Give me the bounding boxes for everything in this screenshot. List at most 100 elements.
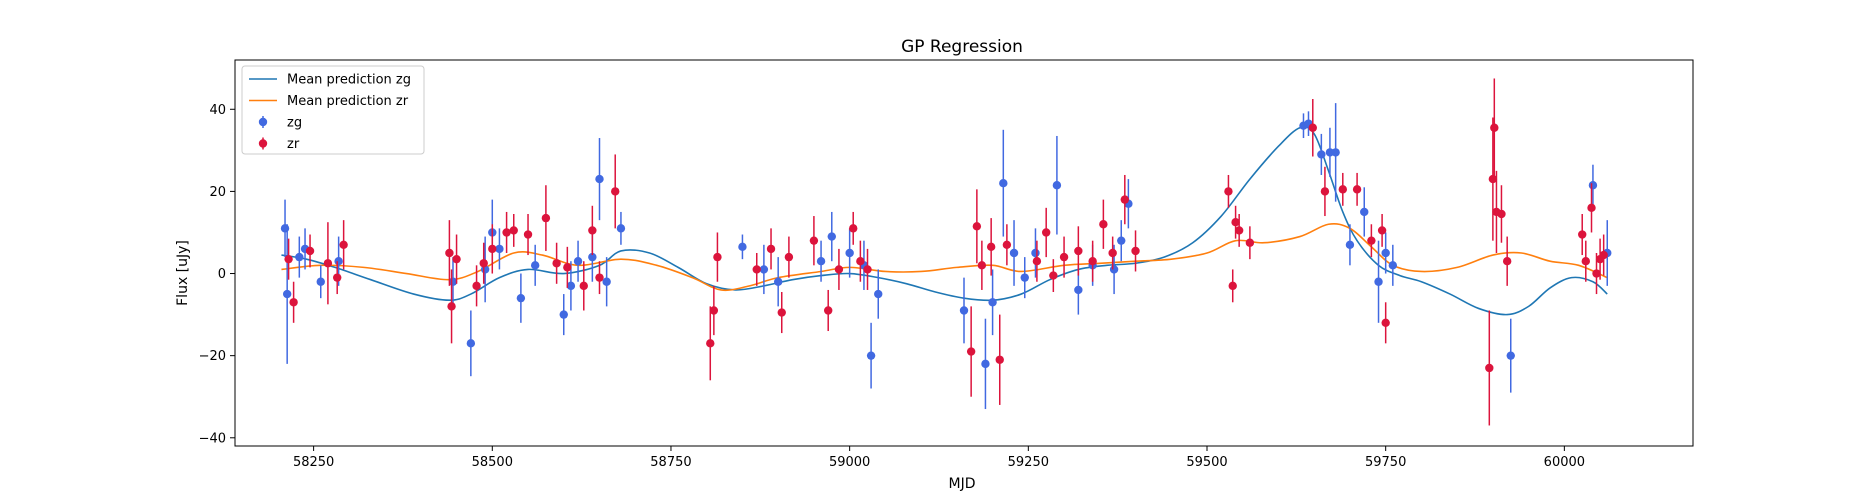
zr-point bbox=[835, 265, 843, 273]
zg-point bbox=[283, 290, 291, 298]
legend-label: Mean prediction zg bbox=[287, 73, 411, 88]
zg-point bbox=[1374, 278, 1382, 286]
zr-point bbox=[524, 230, 532, 238]
zr-point bbox=[1587, 204, 1595, 212]
zr-point bbox=[1485, 364, 1493, 372]
zr-point bbox=[713, 253, 721, 261]
zr-point bbox=[333, 273, 341, 281]
y-tick-label: 40 bbox=[209, 103, 226, 118]
zr-point bbox=[339, 241, 347, 249]
zg-point bbox=[1110, 265, 1118, 273]
zr-point bbox=[1578, 230, 1586, 238]
zg-point bbox=[1010, 249, 1018, 257]
zr-point bbox=[1378, 226, 1386, 234]
plot-area bbox=[235, 60, 1693, 446]
x-tick-label: 59750 bbox=[1365, 455, 1406, 470]
y-tick-label: −40 bbox=[199, 431, 226, 446]
zr-point bbox=[973, 222, 981, 230]
legend-label: zr bbox=[287, 137, 300, 152]
zg-point bbox=[845, 249, 853, 257]
x-tick-label: 60000 bbox=[1544, 455, 1585, 470]
zg-point bbox=[560, 310, 568, 318]
zg-point bbox=[774, 278, 782, 286]
zg-point bbox=[531, 261, 539, 269]
zr-point bbox=[1582, 257, 1590, 265]
zr-point bbox=[447, 302, 455, 310]
x-tick-label: 59250 bbox=[1008, 455, 1049, 470]
zg-point bbox=[1360, 208, 1368, 216]
zr-point bbox=[1049, 271, 1057, 279]
zr-point bbox=[1033, 257, 1041, 265]
zr-point bbox=[542, 214, 550, 222]
zr-point bbox=[778, 308, 786, 316]
zg-point bbox=[602, 278, 610, 286]
zg-point bbox=[1031, 249, 1039, 257]
zr-point bbox=[987, 243, 995, 251]
zr-point bbox=[706, 339, 714, 347]
zg-point bbox=[1381, 249, 1389, 257]
zg-point bbox=[1053, 181, 1061, 189]
zr-point bbox=[563, 263, 571, 271]
zg-point bbox=[1589, 181, 1597, 189]
y-axis-label: Flux [uJy] bbox=[175, 240, 191, 306]
zr-point bbox=[785, 253, 793, 261]
zr-point bbox=[1121, 195, 1129, 203]
zr-point bbox=[580, 282, 588, 290]
zr-point bbox=[824, 306, 832, 314]
legend-label: zg bbox=[287, 116, 302, 131]
zr-point bbox=[810, 236, 818, 244]
zr-point bbox=[1224, 187, 1232, 195]
zg-point bbox=[1346, 241, 1354, 249]
plot-background bbox=[235, 60, 1693, 446]
zg-point bbox=[867, 351, 875, 359]
zr-point bbox=[1108, 249, 1116, 257]
zr-point bbox=[289, 298, 297, 306]
zr-point bbox=[1503, 257, 1511, 265]
zr-point bbox=[1490, 124, 1498, 132]
x-axis-label: MJD bbox=[949, 476, 976, 492]
zr-point bbox=[611, 187, 619, 195]
x-tick-label: 58750 bbox=[650, 455, 691, 470]
zr-point bbox=[1229, 282, 1237, 290]
zg-point bbox=[738, 243, 746, 251]
zr-point bbox=[445, 249, 453, 257]
zg-point bbox=[1389, 261, 1397, 269]
zr-point bbox=[472, 282, 480, 290]
x-tick-label: 59000 bbox=[829, 455, 870, 470]
zg-point bbox=[1117, 236, 1125, 244]
zg-point bbox=[988, 298, 996, 306]
zg-point bbox=[495, 245, 503, 253]
zg-point bbox=[1317, 150, 1325, 158]
zr-point bbox=[502, 228, 510, 236]
zg-point bbox=[828, 232, 836, 240]
zg-point bbox=[1331, 148, 1339, 156]
zr-point bbox=[1074, 247, 1082, 255]
zr-point bbox=[488, 245, 496, 253]
zg-point bbox=[981, 360, 989, 368]
zg-point bbox=[595, 175, 603, 183]
zr-point bbox=[1381, 319, 1389, 327]
zr-point bbox=[1367, 236, 1375, 244]
y-tick-label: −20 bbox=[199, 349, 226, 364]
zg-point bbox=[334, 257, 342, 265]
zr-point bbox=[284, 255, 292, 263]
zr-point bbox=[306, 247, 314, 255]
zr-point bbox=[753, 265, 761, 273]
zr-point bbox=[595, 273, 603, 281]
x-tick-label: 58250 bbox=[293, 455, 334, 470]
zr-point bbox=[1309, 124, 1317, 132]
legend-marker-swatch bbox=[259, 118, 267, 126]
zr-point bbox=[767, 245, 775, 253]
zg-point bbox=[517, 294, 525, 302]
zr-point bbox=[863, 265, 871, 273]
zr-point bbox=[1235, 226, 1243, 234]
zr-point bbox=[710, 306, 718, 314]
zr-point bbox=[1599, 251, 1607, 259]
zr-point bbox=[856, 257, 864, 265]
zg-point bbox=[999, 179, 1007, 187]
zr-point bbox=[1060, 253, 1068, 261]
legend: Mean prediction zg Mean prediction zr zg zr bbox=[242, 66, 424, 154]
zg-point bbox=[960, 306, 968, 314]
zr-point bbox=[1042, 228, 1050, 236]
